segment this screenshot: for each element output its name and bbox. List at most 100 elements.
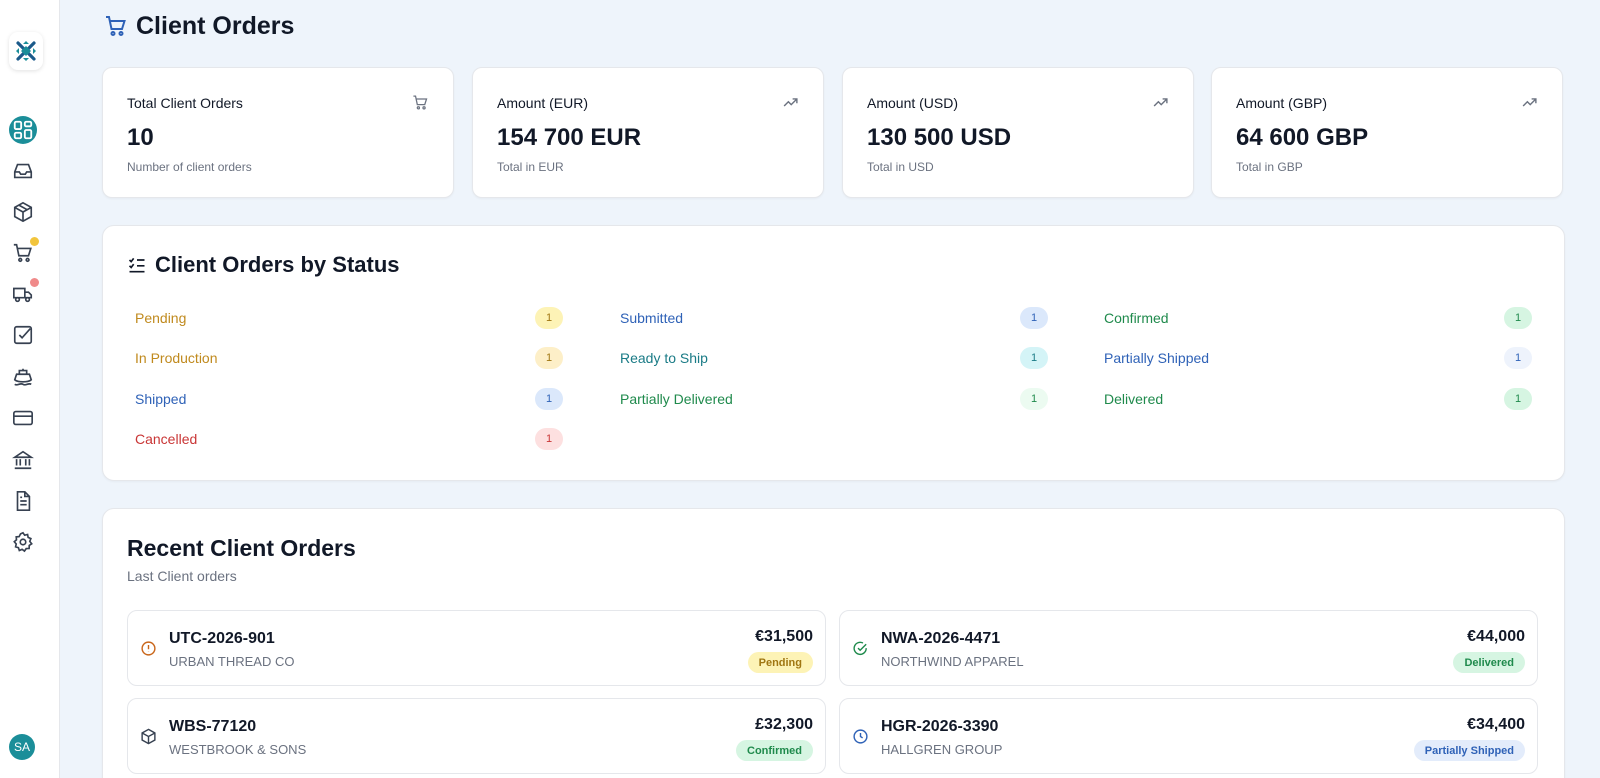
- order-client: NORTHWIND APPAREL: [881, 654, 1024, 669]
- order-amount: €34,400: [1467, 716, 1525, 733]
- status-row-submitted[interactable]: Submitted 1: [620, 306, 1048, 330]
- order-id: UTC-2026-901: [169, 630, 275, 647]
- status-row-delivered[interactable]: Delivered 1: [1104, 387, 1532, 411]
- stat-card-amount-gbp: Amount (GBP) 64 600 GBP Total in GBP: [1211, 67, 1563, 198]
- stat-value: 10: [127, 124, 154, 151]
- stat-title: Amount (EUR): [497, 95, 589, 111]
- page-header: Client Orders: [104, 10, 294, 42]
- status-label: Confirmed: [1104, 310, 1169, 326]
- ship-icon: [13, 368, 33, 386]
- stat-card-amount-eur: Amount (EUR) 154 700 EUR Total in EUR: [472, 67, 824, 198]
- nav-item-tasks[interactable]: [10, 322, 36, 348]
- order-client: HALLGREN GROUP: [881, 742, 1003, 757]
- status-count: 1: [535, 307, 563, 329]
- status-row-confirmed[interactable]: Confirmed 1: [1104, 306, 1532, 330]
- trending-up-icon: [1152, 94, 1169, 116]
- order-id: WBS-77120: [169, 718, 257, 735]
- trending-up-icon: [1521, 94, 1538, 116]
- status-row-shipped[interactable]: Shipped 1: [135, 387, 563, 411]
- nav-item-banking[interactable]: [10, 447, 36, 473]
- status-label: Delivered: [1104, 391, 1164, 407]
- order-amount: £32,300: [755, 716, 813, 733]
- stat-value: 64 600 GBP: [1236, 124, 1369, 151]
- main-content: Client Orders Total Client Orders 10 Num…: [60, 0, 1600, 778]
- status-label: In Production: [135, 350, 218, 366]
- credit-card-icon: [13, 410, 33, 426]
- status-label: Partially Shipped: [1104, 350, 1210, 366]
- status-row-pending[interactable]: Pending 1: [135, 306, 563, 330]
- status-count: 1: [535, 388, 563, 410]
- stat-subtitle: Total in EUR: [497, 160, 564, 174]
- nav-item-inbox[interactable]: [10, 158, 36, 184]
- status-count: 1: [1020, 388, 1048, 410]
- order-client: URBAN THREAD CO: [169, 654, 295, 669]
- page-title: Client Orders: [136, 11, 295, 40]
- order-id: NWA-2026-4471: [881, 630, 1001, 647]
- status-row-ready-to-ship[interactable]: Ready to Ship 1: [620, 346, 1048, 370]
- stat-subtitle: Total in USD: [867, 160, 934, 174]
- status-panel-title: Client Orders by Status: [155, 252, 400, 277]
- nav-item-documents[interactable]: [10, 488, 36, 514]
- user-avatar[interactable]: SA: [9, 734, 35, 760]
- cart-icon: [104, 14, 128, 38]
- cart-icon: [13, 243, 32, 263]
- status-panel-header: Client Orders by Status: [127, 252, 400, 278]
- stat-value: 154 700 EUR: [497, 124, 642, 151]
- status-badge: Pending: [747, 652, 813, 673]
- app-logo[interactable]: [9, 32, 43, 70]
- status-label: Shipped: [135, 391, 187, 407]
- check-circle-icon: [852, 640, 870, 658]
- status-label: Pending: [135, 310, 187, 326]
- logo-icon: [16, 41, 36, 61]
- recent-orders-title: Recent Client Orders: [127, 535, 356, 561]
- order-amount: €44,000: [1467, 628, 1525, 645]
- stat-title: Amount (USD): [867, 95, 959, 111]
- truck-icon: [13, 287, 33, 303]
- nav-item-payments[interactable]: [10, 405, 36, 431]
- status-count: 1: [1020, 307, 1048, 329]
- alert-circle-icon: [140, 640, 158, 658]
- status-row-cancelled[interactable]: Cancelled 1: [135, 427, 563, 451]
- recent-orders-subtitle: Last Client orders: [127, 568, 237, 584]
- order-card[interactable]: WBS-77120 WESTBROOK & SONS £32,300 Confi…: [127, 698, 826, 774]
- status-label: Cancelled: [135, 431, 198, 447]
- status-label: Partially Delivered: [620, 391, 733, 407]
- document-icon: [16, 491, 31, 511]
- gear-icon: [13, 531, 33, 553]
- nav-item-client-orders[interactable]: [10, 237, 39, 266]
- order-card[interactable]: HGR-2026-3390 HALLGREN GROUP €34,400 Par…: [839, 698, 1538, 774]
- status-badge: Partially Shipped: [1413, 740, 1525, 761]
- nav-item-shipping[interactable]: [10, 364, 36, 390]
- order-amount: €31,500: [755, 628, 813, 645]
- status-label: Submitted: [620, 310, 684, 326]
- status-row-partially-delivered[interactable]: Partially Delivered 1: [620, 387, 1048, 411]
- order-card[interactable]: NWA-2026-4471 NORTHWIND APPAREL €44,000 …: [839, 610, 1538, 686]
- dashboard-icon: [13, 120, 33, 140]
- notification-dot: [30, 278, 39, 287]
- status-panel: Client Orders by Status Pending 1 In Pro…: [102, 225, 1565, 481]
- nav-item-settings[interactable]: [10, 529, 36, 555]
- status-row-partially-shipped[interactable]: Partially Shipped 1: [1104, 346, 1532, 370]
- status-badge: Delivered: [1453, 652, 1525, 673]
- status-count: 1: [535, 428, 563, 450]
- stat-title: Total Client Orders: [127, 95, 243, 111]
- status-count: 1: [535, 347, 563, 369]
- nav-item-dashboard[interactable]: [9, 116, 37, 144]
- checkbox-icon: [13, 325, 33, 345]
- nav-item-shipments[interactable]: [10, 278, 39, 307]
- clock-icon: [852, 728, 870, 746]
- order-card[interactable]: UTC-2026-901 URBAN THREAD CO €31,500 Pen…: [127, 610, 826, 686]
- status-row-in-production[interactable]: In Production 1: [135, 346, 563, 370]
- status-label: Ready to Ship: [620, 350, 708, 366]
- sidebar: SA: [0, 0, 60, 778]
- status-count: 1: [1020, 347, 1048, 369]
- package-icon: [140, 728, 158, 746]
- stat-title: Amount (GBP): [1236, 95, 1328, 111]
- bank-icon: [12, 450, 34, 470]
- nav-item-products[interactable]: [10, 199, 36, 225]
- order-id: HGR-2026-3390: [881, 718, 999, 735]
- status-badge: Confirmed: [736, 740, 813, 761]
- package-icon: [13, 201, 33, 223]
- cart-icon: [412, 94, 429, 116]
